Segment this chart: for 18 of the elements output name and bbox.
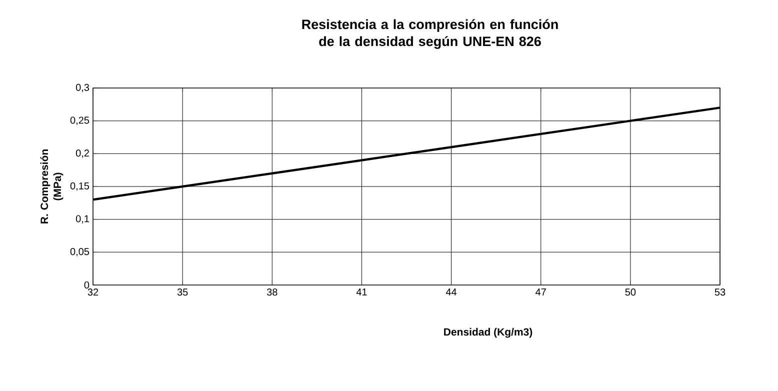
y-tick-label: 0,05 bbox=[70, 248, 90, 256]
x-axis-title: Densidad (Kg/m3) bbox=[444, 328, 532, 338]
x-tick-label: 35 bbox=[177, 288, 188, 296]
y-tick-label: 0,15 bbox=[70, 182, 90, 191]
y-axis-title: R. Compresión (MPa) bbox=[40, 150, 64, 224]
y-tick-label: 0,3 bbox=[76, 84, 90, 92]
x-tick-label: 32 bbox=[88, 288, 98, 296]
y-tick-label: 0,25 bbox=[70, 116, 90, 125]
x-tick-label: 44 bbox=[446, 288, 457, 296]
y-tick-label: 0,1 bbox=[76, 215, 89, 224]
x-tick-label: 47 bbox=[536, 288, 546, 296]
y-tick-label: 0 bbox=[84, 281, 90, 289]
x-tick-label: 41 bbox=[356, 288, 367, 296]
x-tick-label: 38 bbox=[266, 288, 278, 296]
x-tick-label: 50 bbox=[625, 288, 636, 296]
y-tick-label: 0,2 bbox=[76, 150, 89, 158]
chart-title: Resistencia a la compresión en función de la densidad según UNE-EN 826 bbox=[302, 19, 558, 49]
x-tick-label: 53 bbox=[714, 288, 726, 296]
